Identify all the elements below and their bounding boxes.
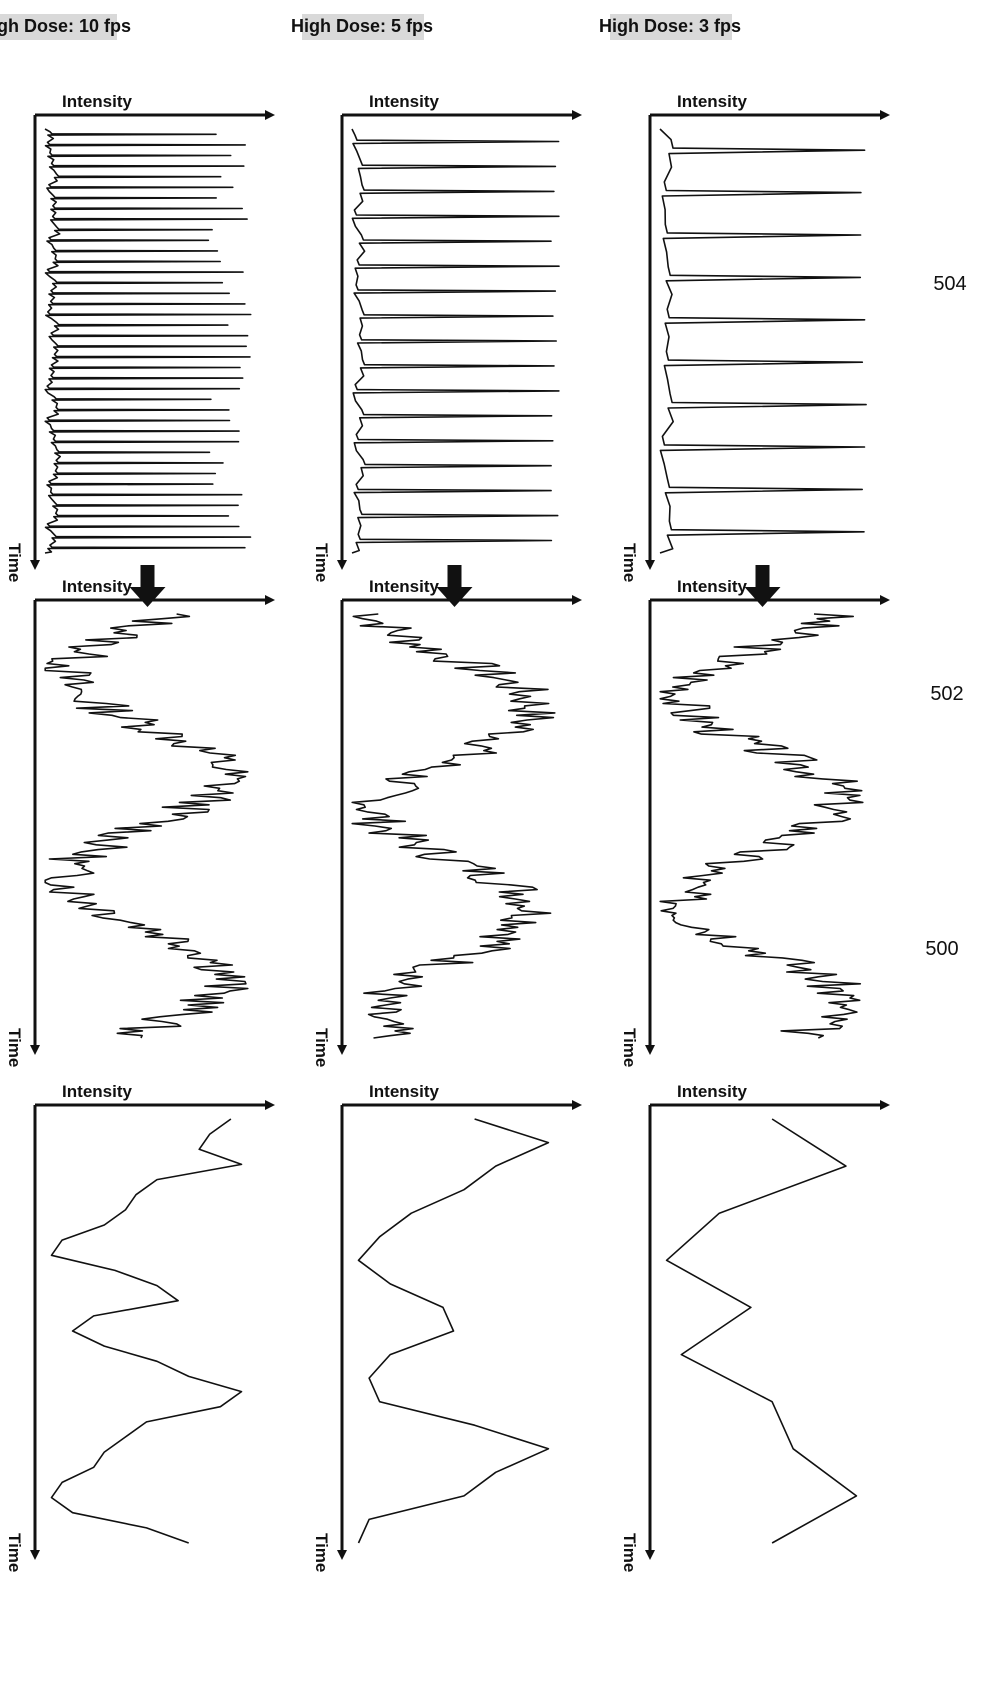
series-line — [659, 128, 867, 554]
y-axis-label: Intensity — [62, 1082, 132, 1101]
x-axis-label: Time — [620, 543, 639, 582]
transform-arrow — [436, 565, 473, 607]
x-axis-label: Time — [312, 1533, 331, 1572]
y-axis-label: Intensity — [677, 1082, 747, 1101]
ref-label-504: 504 — [933, 273, 966, 295]
x-axis-label: Time — [312, 543, 331, 582]
y-axis-label: Intensity — [369, 1082, 439, 1101]
y-axis-label: Intensity — [677, 577, 747, 596]
panel-r2-c2: Intensity Time — [5, 1082, 275, 1572]
panel-r1-c0: Intensity Time — [312, 92, 582, 582]
panel-r0-c0: Intensity Time — [620, 92, 890, 582]
x-axis-label: Time — [312, 1028, 331, 1067]
panel-r0-c2: Intensity Time — [620, 1082, 890, 1572]
series-line — [351, 128, 560, 554]
y-axis-label: Intensity — [677, 92, 747, 111]
svg-text:High Dose: 5 fps: High Dose: 5 fps — [291, 16, 433, 36]
x-axis-label: Time — [620, 1533, 639, 1572]
transform-arrow — [129, 565, 166, 607]
svg-text:High Dose: 10 fps: High Dose: 10 fps — [0, 16, 131, 36]
panel-r2-c1: Intensity Time — [5, 577, 275, 1067]
panel-r2-c0: Intensity Time — [5, 92, 275, 582]
y-axis-label: Intensity — [369, 92, 439, 111]
svg-text:504: 504 — [933, 273, 966, 295]
series-line — [44, 613, 249, 1039]
panel-r1-c2: Intensity Time — [312, 1082, 582, 1572]
x-axis-label: Time — [620, 1028, 639, 1067]
series-line — [357, 1118, 550, 1544]
panel-r1-c1: Intensity Time — [312, 577, 582, 1067]
series-line — [44, 128, 252, 554]
y-axis-label: Intensity — [369, 577, 439, 596]
y-axis-label: Intensity — [62, 577, 132, 596]
ref-label-502: 502 — [930, 683, 963, 705]
series-line — [659, 613, 864, 1039]
series-line — [50, 1118, 243, 1544]
svg-text:500: 500 — [925, 938, 958, 960]
svg-text:High Dose: 3 fps: High Dose: 3 fps — [599, 16, 741, 36]
x-axis-label: Time — [5, 1028, 24, 1067]
series-line — [351, 613, 556, 1039]
ref-label-500: 500 — [925, 938, 958, 960]
transform-arrow — [744, 565, 781, 607]
row-title-2: High Dose: 10 fps — [0, 14, 131, 40]
svg-text:502: 502 — [930, 683, 963, 705]
y-axis-label: Intensity — [62, 92, 132, 111]
row-title-1: High Dose: 5 fps — [291, 14, 433, 40]
row-title-0: High Dose: 3 fps — [599, 14, 741, 40]
panel-r0-c1: Intensity Time — [620, 577, 890, 1067]
x-axis-label: Time — [5, 1533, 24, 1572]
series-line — [665, 1118, 858, 1544]
x-axis-label: Time — [5, 543, 24, 582]
